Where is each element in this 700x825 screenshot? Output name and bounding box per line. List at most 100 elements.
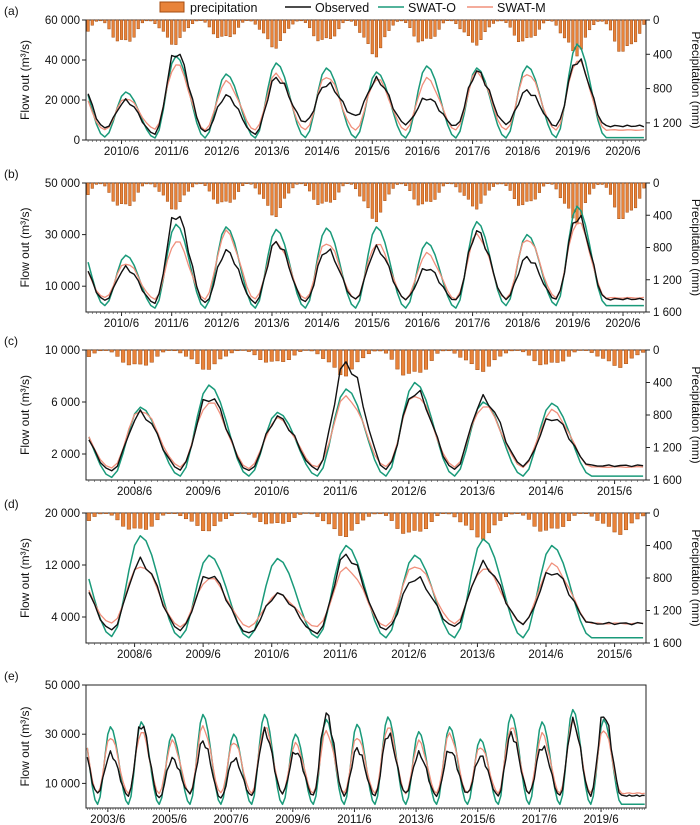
precipitation-bar xyxy=(312,182,316,200)
panel-e: (e) 50 000 30 000 10 000 Flow out (m³/s) 2003… xyxy=(4,669,647,825)
precipitation-bar xyxy=(404,182,408,186)
precipitation-bar xyxy=(408,19,412,29)
precipitation-bar xyxy=(546,182,550,184)
precipitation-bar xyxy=(216,182,220,204)
precipitation-bar xyxy=(145,19,149,22)
precipitation-bar xyxy=(441,512,446,514)
precipitation-bar xyxy=(266,19,270,40)
precipitation-bar xyxy=(172,349,177,352)
precipitation-bar xyxy=(149,182,153,185)
precipitation-bar xyxy=(466,19,470,37)
precipitation-bar xyxy=(109,349,114,353)
precipitation-bar xyxy=(132,512,137,529)
observed-line xyxy=(86,712,645,799)
precipitation-bar xyxy=(561,512,566,527)
precipitation-bar xyxy=(269,512,274,524)
precipitation-bar xyxy=(492,512,497,526)
x-tick-label: 2011/6 xyxy=(155,318,189,330)
precipitation-bar xyxy=(420,19,424,42)
precipitation-bar xyxy=(174,19,178,45)
precipitation-bar xyxy=(216,19,220,38)
x-tick-label: 2019/6 xyxy=(555,146,590,158)
y2-axis-title: Precipitation (mm) xyxy=(689,31,700,128)
precipitation-bar xyxy=(537,182,541,193)
precipitation-bar xyxy=(282,19,287,34)
precipitation-bar xyxy=(332,349,337,368)
precipitation-bar xyxy=(583,349,589,351)
precipitation-bar xyxy=(537,19,541,30)
x-tick-label: 2011/6 xyxy=(323,486,357,498)
y-tick-label: 6 000 xyxy=(51,397,80,409)
precipitation-bar xyxy=(578,349,583,351)
precipitation-bar xyxy=(486,349,491,367)
x-tick-label: 2011/6 xyxy=(323,649,357,661)
precipitation-bar xyxy=(124,19,128,41)
precipitation-bar xyxy=(491,19,496,24)
swat_o-line xyxy=(88,535,644,639)
precipitation-bar xyxy=(395,19,399,22)
x-tick-label: 2016/6 xyxy=(405,318,440,330)
precipitation-bar xyxy=(362,182,366,202)
precipitation-bar xyxy=(462,19,466,33)
y2-tick-label: 400 xyxy=(653,49,672,61)
precipitation-bar xyxy=(246,349,251,352)
y-axis-title: Flow out (m³/s) xyxy=(18,706,32,786)
legend-swat-m-label: SWAT-M xyxy=(497,1,546,15)
precipitation-bar xyxy=(165,19,170,38)
precipitation-bar xyxy=(320,19,324,40)
x-tick-label: 2013/6 xyxy=(460,649,495,661)
precipitation-bar xyxy=(418,349,423,373)
precipitation-bar xyxy=(558,19,562,34)
precipitation-bar xyxy=(500,182,504,185)
y2-tick-label: 0 xyxy=(653,345,659,357)
precipitation-bar xyxy=(458,19,462,30)
precipitation-bar xyxy=(526,349,531,356)
precipitation-bar xyxy=(189,349,194,360)
precipitation-bar xyxy=(107,182,111,193)
x-tick-label: 2010/6 xyxy=(254,649,289,661)
x-tick-label: 2019/6 xyxy=(583,814,618,825)
precipitation-bar xyxy=(253,182,257,189)
precipitation-bar xyxy=(596,182,600,185)
precipitation-bar xyxy=(145,182,149,185)
precipitation-bar xyxy=(121,512,126,527)
precipitation-bar xyxy=(349,512,354,531)
precipitation-bar xyxy=(140,182,144,187)
precipitation-bar xyxy=(103,182,107,187)
precipitation-bar xyxy=(299,182,303,185)
precipitation-bar xyxy=(119,19,124,40)
precipitation-bar xyxy=(387,182,391,195)
precipitation-bar xyxy=(638,182,642,199)
precipitation-bar xyxy=(252,349,257,356)
precipitation-bar xyxy=(303,349,309,351)
x-tick-label: 2005/6 xyxy=(152,814,187,825)
precipitation-bar xyxy=(235,512,240,514)
precipitation-bar xyxy=(529,19,533,38)
precipitation-bar xyxy=(435,512,440,517)
x-tick-label: 2010/6 xyxy=(254,486,289,498)
precipitation-bar xyxy=(606,349,611,362)
y2-tick-label: 800 xyxy=(653,573,672,585)
precipitation-bar xyxy=(429,349,434,361)
precipitation-bar xyxy=(218,349,223,360)
precipitation-bar xyxy=(491,182,496,187)
precipitation-bar xyxy=(446,512,451,515)
plot-frame xyxy=(85,684,647,809)
precipitation-bar xyxy=(223,349,229,357)
precipitation-bar xyxy=(263,349,269,363)
precipitation-bar xyxy=(425,19,429,39)
precipitation-bar xyxy=(86,349,91,357)
precipitation-bar xyxy=(629,349,634,359)
precipitation-bar xyxy=(618,512,623,535)
precipitation-bar xyxy=(183,512,189,520)
precipitation-bar xyxy=(389,512,394,521)
precipitation-bar xyxy=(471,182,475,207)
precipitation-bar xyxy=(454,182,458,188)
x-tick-label: 2009/6 xyxy=(186,649,221,661)
x-tick-label: 2015/6 xyxy=(597,649,632,661)
precipitation-bar xyxy=(245,19,249,21)
precipitation-bar xyxy=(253,19,257,25)
precipitation-bar xyxy=(634,182,638,209)
precipitation-bar xyxy=(178,512,183,516)
precipitation-bar xyxy=(621,19,625,52)
